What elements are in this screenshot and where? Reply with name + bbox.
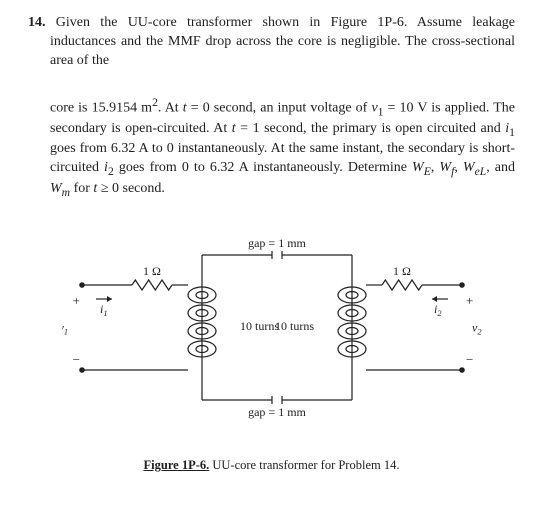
svg-text:10 turns: 10 turns (275, 319, 314, 333)
svg-text:v2: v2 (472, 321, 482, 337)
svg-text:−: − (466, 352, 473, 367)
svg-text:+: + (72, 293, 79, 308)
svg-text:1 Ω: 1 Ω (393, 264, 411, 278)
problem-number: 14. (28, 15, 46, 30)
figure-caption-text: UU-core transformer for Problem 14. (212, 458, 399, 472)
svg-text:10 turns: 10 turns (240, 319, 279, 333)
problem-statement-part2: core is 15.9154 m2. At t = 0 second, an … (28, 95, 515, 201)
svg-text:i1: i1 (100, 302, 108, 318)
svg-text:v1: v1 (62, 321, 68, 337)
svg-text:gap = 1 mm: gap = 1 mm (248, 405, 306, 419)
figure-label: Figure 1P-6. (144, 458, 210, 472)
svg-text:+: + (466, 293, 473, 308)
svg-text:1 Ω: 1 Ω (143, 264, 161, 278)
uu-core-diagram: gap = 1 mmgap = 1 mm10 turns10 turns+−v1… (62, 220, 482, 450)
svg-text:i2: i2 (434, 302, 442, 318)
svg-text:gap = 1 mm: gap = 1 mm (248, 236, 306, 250)
svg-text:−: − (72, 352, 79, 367)
figure-caption: Figure 1P-6. UU-core transformer for Pro… (28, 458, 515, 473)
problem-statement-part1: 14. Given the UU-core transformer shown … (28, 14, 515, 71)
figure-container: gap = 1 mmgap = 1 mm10 turns10 turns+−v1… (28, 220, 515, 473)
problem-text-1: Given the UU-core transformer shown in F… (50, 15, 515, 68)
